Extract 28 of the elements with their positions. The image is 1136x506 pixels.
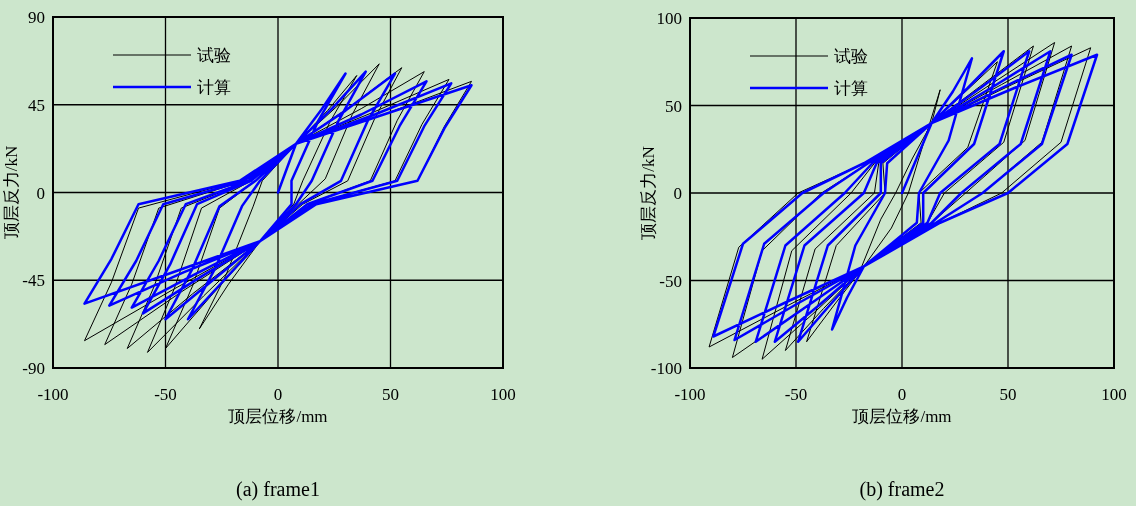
x-tick-label: 50: [999, 385, 1017, 404]
y-tick-label: 45: [28, 95, 45, 115]
x-tick-label: 100: [490, 385, 516, 404]
x-tick-label: 50: [382, 385, 399, 404]
y-tick-label: -50: [659, 271, 682, 291]
y-tick-label: -100: [650, 359, 682, 378]
y-axis-title: 顶层反力/kN: [2, 145, 21, 240]
x-tick-label: -50: [154, 385, 177, 404]
y-tick-label: -90: [22, 359, 45, 378]
y-tick-label: 100: [656, 9, 682, 28]
x-axis-title: 顶层位移/mm: [852, 407, 952, 426]
y-tick-label: 90: [28, 8, 45, 27]
text: (b) frame2: [859, 478, 945, 501]
y-tick-label: -45: [22, 271, 45, 291]
x-axis-title: 顶层位移/mm: [228, 407, 328, 426]
text: (a) frame1: [236, 478, 320, 501]
x-tick-label: 100: [1101, 385, 1127, 404]
y-tick-label: 50: [665, 96, 682, 116]
x-tick-label: -50: [784, 385, 808, 404]
legend-label: 计算: [834, 79, 868, 98]
legend-label: 试验: [197, 46, 231, 65]
legend-label: 试验: [834, 47, 868, 66]
legend-label: 计算: [197, 78, 231, 97]
y-tick-label: 0: [36, 183, 45, 203]
x-tick-label: 0: [273, 385, 283, 404]
y-tick-label: 0: [673, 184, 682, 203]
y-axis-title: 顶层反力/kN: [639, 146, 658, 240]
x-tick-label: 0: [897, 385, 907, 404]
